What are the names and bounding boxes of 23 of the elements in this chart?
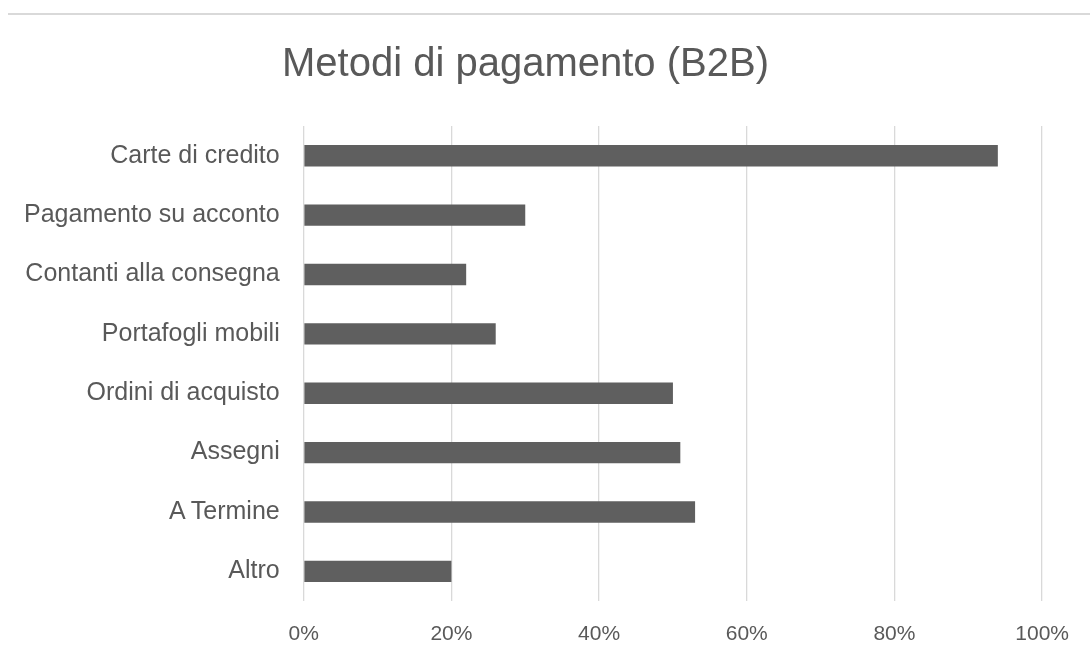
y-tick-label: Ordini di acquisto — [86, 377, 280, 406]
x-tick-label: 0% — [288, 621, 319, 645]
x-tick-label: 40% — [578, 621, 621, 645]
y-tick-label: Contanti alla consegna — [25, 258, 280, 287]
bar — [304, 441, 681, 464]
bar — [304, 560, 452, 582]
y-tick-label: Portafogli mobili — [101, 317, 280, 346]
bar — [304, 204, 526, 226]
bar — [304, 145, 998, 167]
y-tick-label: Pagamento su acconto — [23, 198, 280, 227]
x-tick-label: 100% — [1015, 621, 1069, 645]
y-tick-label: Carte di credito — [110, 139, 280, 168]
x-tick-label: 80% — [873, 621, 916, 645]
chart-title: Metodi di pagamento (B2B) — [282, 40, 769, 85]
bar — [304, 382, 673, 404]
bar — [304, 263, 467, 286]
x-tick-label: 20% — [430, 621, 473, 645]
bar — [304, 323, 496, 345]
bar — [304, 501, 696, 523]
y-tick-label: Altro — [228, 555, 280, 584]
y-tick-label: A Termine — [169, 495, 280, 524]
x-tick-label: 60% — [725, 621, 768, 645]
y-tick-label: Assegni — [190, 436, 280, 465]
